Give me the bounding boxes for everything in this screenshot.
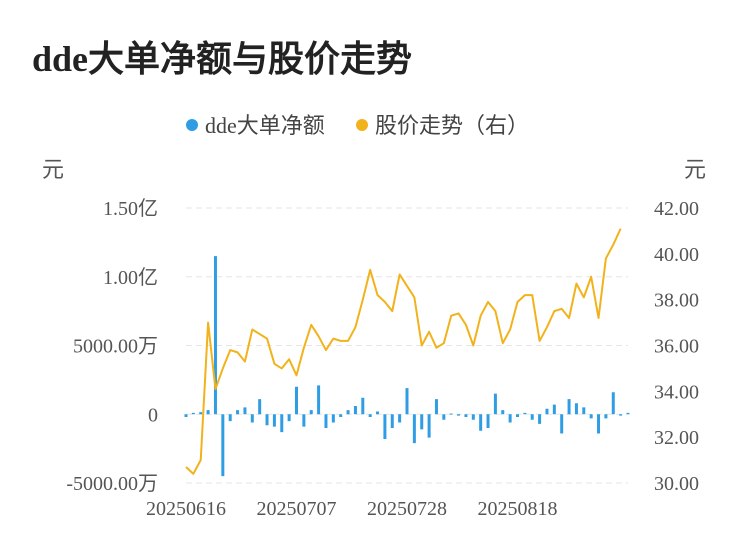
y-right-tick-label: 42.00 (654, 198, 699, 220)
x-tick-label: 20250728 (367, 498, 447, 520)
y-right-tick-label: 32.00 (654, 427, 699, 449)
dde-bar (530, 414, 534, 420)
dde-bar (236, 410, 240, 415)
legend-label-0: dde大单净额 (205, 113, 325, 138)
dde-bar (493, 393, 497, 415)
dde-bar (383, 414, 387, 439)
dde-bar (427, 414, 431, 438)
dde-bar (295, 386, 298, 415)
dde-bar (501, 410, 505, 415)
dde-bar (287, 414, 291, 422)
y-left-tick-label: 1.00亿 (103, 266, 158, 289)
legend-marker-1 (356, 119, 368, 131)
x-tick-label: 20250818 (478, 498, 558, 520)
dde-bar (442, 414, 446, 420)
dde-bar (471, 414, 475, 420)
dde-bar (523, 412, 527, 415)
dde-bar (213, 256, 217, 415)
dde-bar (597, 414, 601, 434)
x-tick-label: 20250616 (146, 498, 226, 520)
x-tick-label: 20250707 (257, 498, 337, 520)
dde-bar (567, 399, 571, 415)
dde-bar (184, 414, 188, 417)
dde-bar (250, 414, 254, 423)
dde-bar (589, 414, 593, 419)
dde-bar (265, 414, 269, 426)
dde-bar (545, 408, 549, 415)
price-line (185, 228, 622, 475)
dde-bar (346, 410, 350, 415)
dde-bar (619, 414, 623, 416)
dde-bar (368, 414, 372, 417)
dde-bar (339, 414, 343, 417)
dde-bar (405, 388, 409, 415)
dde-bar (516, 414, 519, 417)
legend-label-1: 股价走势（右） (375, 113, 529, 138)
y-right-unit: 元 (684, 157, 706, 182)
dde-bar (412, 414, 416, 444)
dde-bar (574, 403, 578, 415)
y-right-tick-label: 34.00 (654, 381, 699, 403)
dde-bar (331, 414, 335, 423)
dde-bar (228, 414, 232, 422)
dde-bar (309, 410, 313, 415)
chart-title: dde大单净额与股价走势 (32, 39, 413, 79)
dde-bar (302, 414, 306, 427)
y-left-unit: 元 (42, 157, 64, 182)
dde-bar (353, 406, 357, 415)
dde-bar (206, 410, 210, 415)
dde-bar (582, 407, 586, 415)
dde-bar (420, 414, 424, 430)
dde-bar (508, 414, 512, 423)
dde-bar (258, 399, 262, 415)
y-left-tick-label: 0 (148, 404, 158, 426)
dde-bar (361, 397, 365, 415)
dde-bar (390, 414, 394, 428)
y-right-tick-label: 38.00 (654, 290, 699, 312)
dde-bar (464, 414, 468, 417)
dde-bar (324, 414, 328, 428)
y-left-tick-label: -5000.00万 (66, 473, 158, 495)
dde-bar (434, 399, 438, 415)
dde-bar (552, 404, 556, 415)
dde-bar (626, 412, 630, 415)
y-right-tick-label: 30.00 (654, 473, 699, 495)
dde-bar (221, 414, 225, 477)
y-right-tick-label: 36.00 (654, 336, 699, 358)
legend-marker-0 (186, 119, 198, 131)
dde-bar (376, 411, 380, 415)
dde-bar (243, 407, 247, 415)
y-right-tick-label: 40.00 (654, 244, 699, 266)
dde-bar (280, 414, 284, 433)
dde-bar (449, 413, 453, 415)
y-left-tick-label: 5000.00万 (73, 336, 158, 358)
dde-bar (611, 392, 615, 415)
dde-bar (538, 414, 542, 424)
dde-bar (560, 414, 564, 434)
dde-bar (272, 414, 276, 427)
dde-bar (398, 414, 402, 423)
dde-bar (199, 412, 203, 415)
y-left-tick-label: 1.50亿 (103, 197, 158, 220)
dde-bar (479, 414, 483, 431)
dde-bar (486, 414, 490, 428)
dde-bar (457, 414, 461, 416)
dde-bar (317, 385, 321, 415)
dde-bar (604, 414, 608, 419)
dde-bar (191, 412, 195, 415)
